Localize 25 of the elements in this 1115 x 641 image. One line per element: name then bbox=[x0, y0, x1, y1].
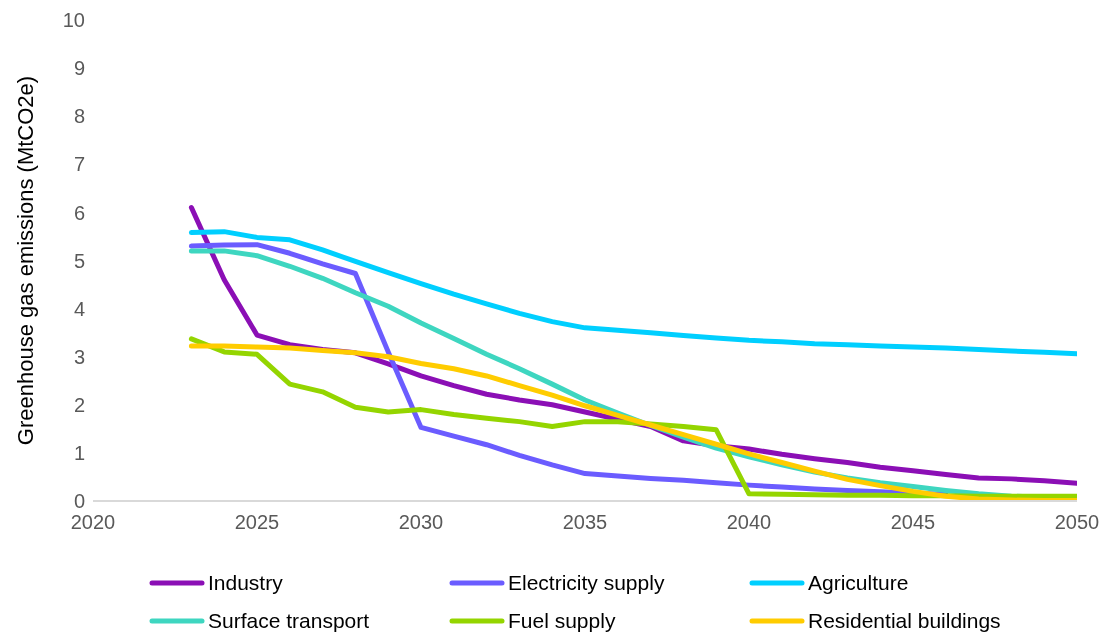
y-tick-label: 9 bbox=[73, 57, 85, 80]
x-tick-label: 2035 bbox=[562, 511, 608, 534]
y-tick-label: 4 bbox=[73, 297, 85, 320]
y-tick-label: 3 bbox=[73, 345, 85, 368]
y-tick-label: 2 bbox=[73, 393, 85, 416]
y-tick-label: 8 bbox=[73, 105, 85, 128]
x-tick-label: 2040 bbox=[726, 511, 772, 534]
legend-label: Fuel supply bbox=[508, 609, 616, 633]
legend-label: Agriculture bbox=[808, 571, 909, 595]
y-tick-label: 10 bbox=[62, 9, 85, 32]
x-tick-label: 2045 bbox=[890, 511, 936, 534]
legend-label: Industry bbox=[208, 571, 283, 595]
x-tick-label: 2020 bbox=[70, 511, 116, 534]
y-axis-title: Greenhouse gas emissions (MtCO2e) bbox=[12, 75, 38, 446]
legend-label: Electricity supply bbox=[508, 571, 665, 595]
y-tick-label: 7 bbox=[73, 153, 85, 176]
x-tick-label: 2050 bbox=[1054, 511, 1100, 534]
y-tick-label: 0 bbox=[73, 490, 85, 513]
y-tick-label: 6 bbox=[73, 201, 85, 224]
legend-label: Surface transport bbox=[208, 609, 370, 633]
y-tick-label: 1 bbox=[73, 442, 85, 464]
y-tick-label: 5 bbox=[73, 249, 85, 272]
x-tick-label: 2025 bbox=[234, 511, 280, 534]
x-tick-label: 2030 bbox=[398, 511, 444, 534]
legend-label: Residential buildings bbox=[808, 609, 1001, 633]
